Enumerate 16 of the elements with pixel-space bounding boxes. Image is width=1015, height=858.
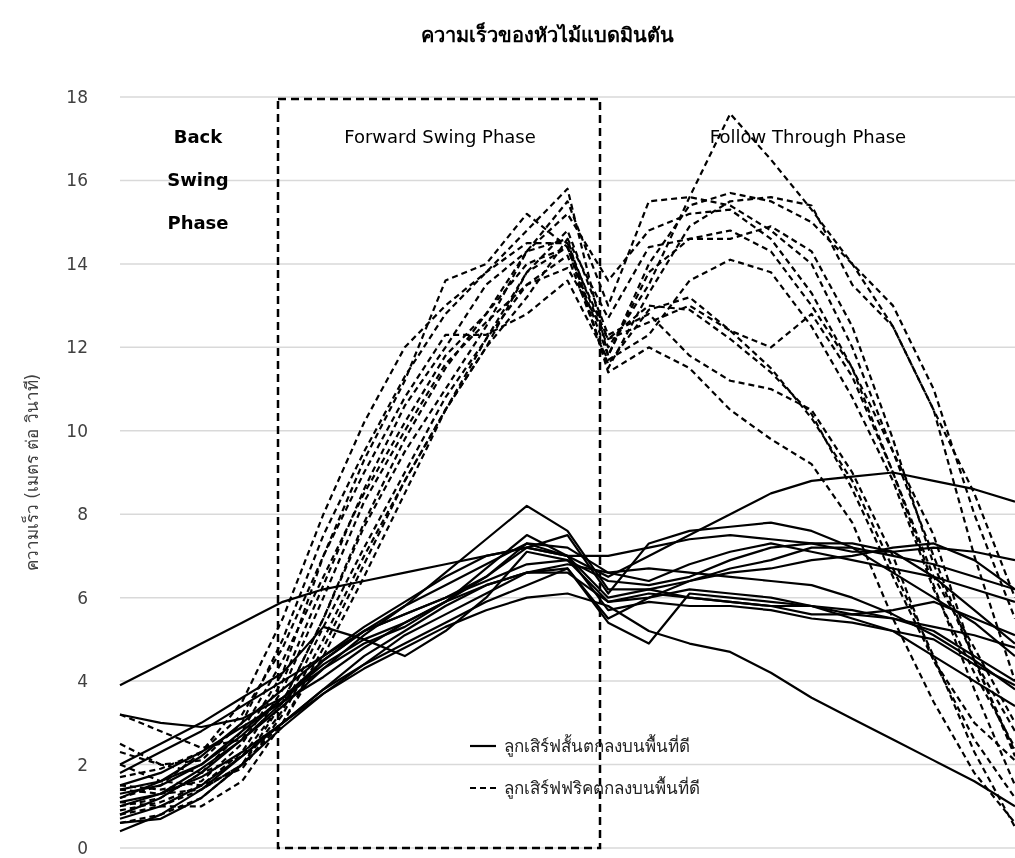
y-tick-label: 18 (66, 87, 88, 107)
y-tick-label: 12 (66, 337, 88, 358)
legend-label: ลูกเสิร์ฟฟริคตกลงบนพื้นที่ดี (504, 776, 700, 799)
y-tick-label: 2 (77, 754, 88, 775)
legend-label: ลูกเสิร์ฟสั้นตกลงบนพื้นที่ดี (504, 734, 690, 757)
y-tick-label: 6 (77, 587, 88, 608)
text: Back Swing Phase (167, 126, 229, 233)
y-tick-label: 4 (77, 671, 88, 692)
annotation: Forward Swing Phase (344, 126, 536, 147)
y-axis-title: ความเร็ว (เมตร ต่อ วินาที) (21, 373, 42, 572)
y-tick-label: 0 (77, 838, 88, 858)
y-tick-label: 8 (77, 504, 88, 525)
y-tick-label: 14 (66, 253, 88, 274)
y-tick-label: 10 (66, 420, 88, 441)
y-tick-label: 16 (66, 170, 88, 191)
chart-title: ความเร็วของหัวไม้แบดมินตัน (421, 22, 674, 47)
